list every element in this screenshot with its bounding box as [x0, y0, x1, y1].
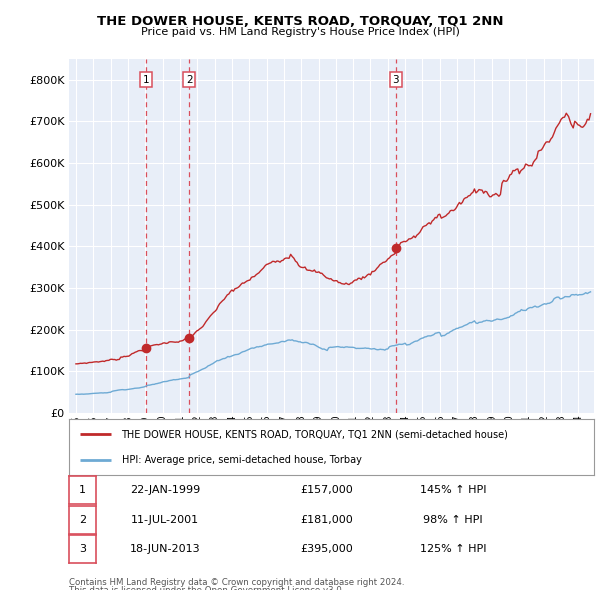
- Text: 3: 3: [79, 545, 86, 554]
- Text: HPI: Average price, semi-detached house, Torbay: HPI: Average price, semi-detached house,…: [121, 455, 361, 465]
- Text: Price paid vs. HM Land Registry's House Price Index (HPI): Price paid vs. HM Land Registry's House …: [140, 27, 460, 37]
- Text: THE DOWER HOUSE, KENTS ROAD, TORQUAY, TQ1 2NN: THE DOWER HOUSE, KENTS ROAD, TORQUAY, TQ…: [97, 15, 503, 28]
- Text: 2: 2: [79, 515, 86, 525]
- Text: 145% ↑ HPI: 145% ↑ HPI: [420, 486, 486, 495]
- Text: 98% ↑ HPI: 98% ↑ HPI: [423, 515, 483, 525]
- Text: £395,000: £395,000: [301, 545, 353, 554]
- Text: This data is licensed under the Open Government Licence v3.0.: This data is licensed under the Open Gov…: [69, 586, 344, 590]
- Text: Contains HM Land Registry data © Crown copyright and database right 2024.: Contains HM Land Registry data © Crown c…: [69, 578, 404, 587]
- Text: 125% ↑ HPI: 125% ↑ HPI: [420, 545, 486, 554]
- Text: £181,000: £181,000: [301, 515, 353, 525]
- Text: 3: 3: [392, 75, 399, 85]
- Text: £157,000: £157,000: [301, 486, 353, 495]
- Text: 1: 1: [143, 75, 149, 85]
- Text: 18-JUN-2013: 18-JUN-2013: [130, 545, 200, 554]
- Text: THE DOWER HOUSE, KENTS ROAD, TORQUAY, TQ1 2NN (semi-detached house): THE DOWER HOUSE, KENTS ROAD, TORQUAY, TQ…: [121, 429, 508, 439]
- Text: 2: 2: [186, 75, 193, 85]
- Text: 22-JAN-1999: 22-JAN-1999: [130, 486, 200, 495]
- Text: 1: 1: [79, 486, 86, 495]
- Text: 11-JUL-2001: 11-JUL-2001: [131, 515, 199, 525]
